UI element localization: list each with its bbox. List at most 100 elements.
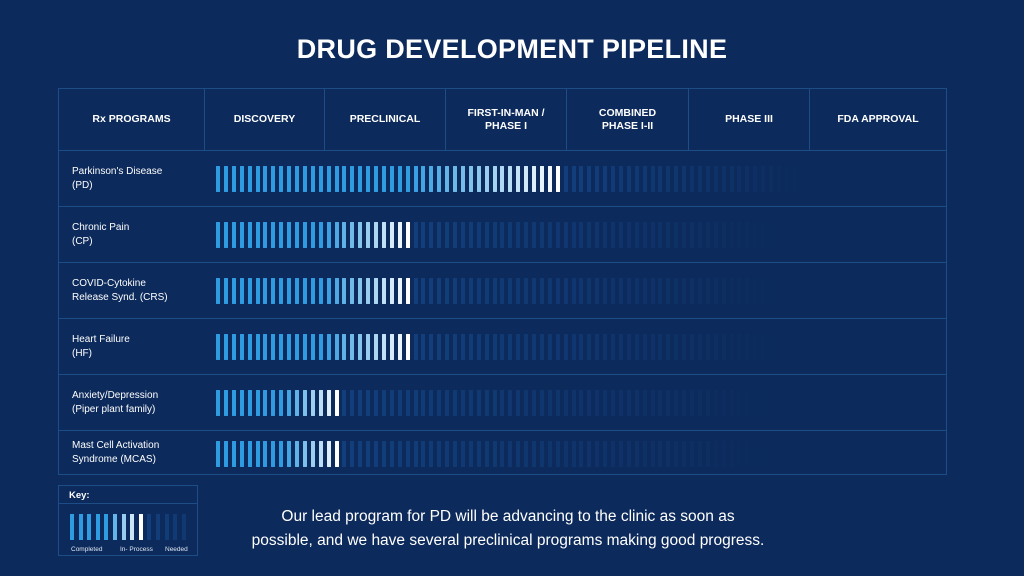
bar-completed xyxy=(326,222,331,248)
bar-needed xyxy=(618,441,623,467)
bar-needed xyxy=(508,390,513,416)
bar-needed xyxy=(642,390,647,416)
bar-completed xyxy=(216,222,220,248)
bar-needed xyxy=(571,441,576,467)
bar-needed xyxy=(761,166,766,192)
bar-in-process xyxy=(405,334,410,360)
bar-needed xyxy=(468,278,473,304)
bar-completed xyxy=(239,278,244,304)
row-label-line: (PD) xyxy=(72,179,93,191)
bar-needed xyxy=(587,390,592,416)
bar-completed xyxy=(318,222,323,248)
bar-needed xyxy=(413,390,418,416)
bar-completed xyxy=(437,166,442,192)
bar-completed xyxy=(255,278,260,304)
bar-completed xyxy=(279,278,284,304)
bar-needed xyxy=(492,334,497,360)
key-bar-in-process xyxy=(138,514,143,540)
bar-needed xyxy=(634,334,639,360)
row-label-line: Heart Failure xyxy=(72,333,130,345)
bar-needed xyxy=(650,222,655,248)
bar-needed xyxy=(413,278,418,304)
bar-completed xyxy=(532,166,536,192)
bar-needed xyxy=(705,334,710,360)
bar-needed xyxy=(642,166,647,192)
bar-completed xyxy=(263,278,268,304)
bar-needed xyxy=(737,334,742,360)
bar-needed xyxy=(682,390,687,416)
bar-completed xyxy=(350,334,355,360)
header-text: PHASE I xyxy=(484,119,527,132)
bar-needed xyxy=(697,166,702,192)
bar-needed xyxy=(729,334,734,360)
bar-needed xyxy=(453,441,457,467)
bar-in-process xyxy=(334,390,339,416)
bar-needed xyxy=(658,334,663,360)
bar-in-process xyxy=(334,441,339,467)
bar-needed xyxy=(555,222,560,248)
bar-needed xyxy=(666,222,671,248)
bar-needed xyxy=(547,278,552,304)
bar-completed xyxy=(350,166,355,192)
bar-completed xyxy=(263,390,268,416)
bar-needed xyxy=(603,390,608,416)
bar-completed xyxy=(508,166,513,192)
bar-needed xyxy=(808,278,813,304)
caption: Our lead program for PD will be advancin… xyxy=(238,505,778,553)
bar-needed xyxy=(437,441,442,467)
bar-needed xyxy=(792,222,797,248)
bar-needed xyxy=(705,166,710,192)
bar-completed xyxy=(255,334,260,360)
key-bar-completed xyxy=(130,514,135,540)
bar-completed xyxy=(310,441,315,467)
bar-completed xyxy=(239,334,244,360)
bar-needed xyxy=(784,334,789,360)
bar-completed xyxy=(231,334,236,360)
bar-needed xyxy=(508,278,513,304)
bar-completed xyxy=(231,441,236,467)
bar-completed xyxy=(389,222,394,248)
bar-needed xyxy=(611,222,615,248)
bar-needed xyxy=(642,278,647,304)
bar-needed xyxy=(737,222,742,248)
bar-needed xyxy=(453,334,457,360)
bar-needed xyxy=(350,390,355,416)
bar-needed xyxy=(713,390,718,416)
bar-completed xyxy=(247,441,252,467)
bar-needed xyxy=(800,166,805,192)
bar-needed xyxy=(800,390,805,416)
bar-needed xyxy=(389,390,394,416)
key-bar-needed xyxy=(164,514,169,540)
bar-needed xyxy=(721,222,726,248)
bar-completed xyxy=(231,166,236,192)
bar-needed xyxy=(524,222,529,248)
bar-needed xyxy=(634,441,639,467)
header-stage-6: FDA APPROVAL xyxy=(810,89,946,150)
bar-needed xyxy=(800,222,805,248)
bar-needed xyxy=(563,390,568,416)
key-bar-needed xyxy=(173,514,178,540)
bar-needed xyxy=(342,390,347,416)
row-label-line: (CP) xyxy=(72,235,93,247)
bar-needed xyxy=(634,222,639,248)
key-bar-completed xyxy=(87,514,92,540)
bar-needed xyxy=(634,166,639,192)
bar-needed xyxy=(840,222,845,248)
header-text: PHASE III xyxy=(725,113,773,125)
bar-needed xyxy=(824,222,829,248)
key-bar-needed xyxy=(181,514,186,540)
bar-completed xyxy=(263,222,268,248)
bar-completed xyxy=(239,390,244,416)
bar-needed xyxy=(824,278,829,304)
bar-completed xyxy=(397,334,402,360)
bar-needed xyxy=(421,441,426,467)
bar-needed xyxy=(539,222,544,248)
bar-needed xyxy=(595,166,600,192)
bar-needed xyxy=(776,334,781,360)
bar-needed xyxy=(753,278,758,304)
header-text: DISCOVERY xyxy=(233,113,296,125)
bar-completed xyxy=(295,166,299,192)
bar-completed xyxy=(223,278,228,304)
bar-needed xyxy=(579,166,584,192)
bar-completed xyxy=(334,334,339,360)
